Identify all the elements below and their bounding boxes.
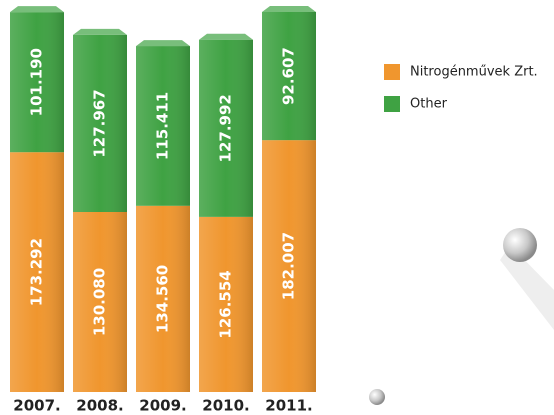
- bar-cap: [199, 33, 253, 40]
- bar-shade: [73, 212, 127, 392]
- decor-trail: [500, 245, 554, 330]
- legend-swatch: [384, 64, 400, 80]
- x-tick-label: 2007.: [13, 397, 60, 415]
- bar-shade: [262, 140, 316, 392]
- x-tick-label: 2010.: [202, 397, 249, 415]
- value-label: 173.292: [28, 238, 46, 306]
- bar-shade: [136, 205, 190, 392]
- bar-shade: [136, 46, 190, 206]
- value-label: 127.992: [217, 94, 235, 162]
- decor-sphere: [503, 228, 537, 262]
- legend-label: Nitrogénművek Zrt.: [410, 65, 538, 80]
- decor-sphere: [369, 389, 385, 405]
- value-label: 126.554: [217, 270, 235, 338]
- legend-swatch: [384, 96, 400, 112]
- bar-shade: [199, 39, 253, 217]
- value-label: 182.007: [280, 232, 298, 300]
- x-tick-label: 2011.: [265, 397, 312, 415]
- bar-shade: [10, 12, 64, 153]
- bar-cap: [262, 6, 316, 12]
- bar-cap: [10, 6, 64, 13]
- value-label: 92.607: [280, 47, 298, 105]
- value-label: 134.560: [154, 265, 172, 333]
- value-label: 101.190: [28, 48, 46, 116]
- bar-shade: [10, 152, 64, 392]
- x-tick-label: 2009.: [139, 397, 186, 415]
- bar-shade: [73, 34, 127, 213]
- bar-shade: [262, 12, 316, 141]
- value-label: 115.411: [154, 92, 172, 160]
- legend-label: Other: [410, 97, 448, 112]
- bar-cap: [136, 40, 190, 47]
- x-tick-label: 2008.: [76, 397, 123, 415]
- value-label: 127.967: [91, 89, 109, 157]
- value-label: 130.080: [91, 268, 109, 336]
- bar-shade: [199, 216, 253, 392]
- bar-cap: [73, 28, 127, 35]
